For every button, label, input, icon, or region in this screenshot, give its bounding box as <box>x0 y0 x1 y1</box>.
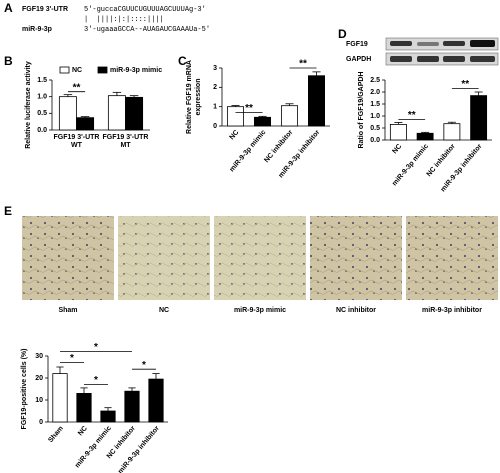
bar <box>148 378 164 423</box>
significance-label: * <box>70 353 74 364</box>
blot-strip <box>385 37 499 51</box>
bar <box>443 123 461 141</box>
bar <box>100 410 116 423</box>
significance-label: ** <box>299 59 307 70</box>
bar <box>52 373 68 423</box>
micrograph <box>214 216 306 300</box>
y-tick-label: 1.5 <box>370 101 380 108</box>
legend-label: NC <box>72 67 82 74</box>
panel-label: D <box>338 27 347 41</box>
significance-label: ** <box>461 79 469 90</box>
x-tick-label: WT <box>71 142 83 149</box>
y-tick-label: 0.5 <box>370 125 380 132</box>
y-tick-label: 3 <box>213 65 217 72</box>
y-tick-label: 20 <box>35 375 43 382</box>
y-tick-label: 0 <box>39 419 43 426</box>
y-tick-label: 2 <box>213 84 217 91</box>
y-tick-label: 0.0 <box>37 127 47 134</box>
x-tick-label: NC <box>229 129 241 141</box>
bar <box>76 117 95 131</box>
legend-swatch <box>59 66 70 74</box>
panel-label: C <box>178 54 187 68</box>
legend-label: miR-9-3p mimic <box>110 67 162 74</box>
x-tick-label: FGF19 3'-UTR <box>53 134 99 141</box>
y-tick-label: 1.0 <box>37 94 47 101</box>
bar <box>107 95 126 131</box>
blot-label: FGF19 <box>346 41 368 48</box>
bar <box>307 75 325 127</box>
bar <box>125 96 144 131</box>
image-label: NC <box>159 307 169 314</box>
y-tick-label: 1.0 <box>370 113 380 120</box>
blot-label: GAPDH <box>346 56 371 63</box>
bar <box>253 116 271 127</box>
significance-label: ** <box>408 110 416 121</box>
panel-label: A <box>4 1 13 15</box>
y-tick-label: 10 <box>35 397 43 404</box>
image-label: NC inhibitor <box>336 307 376 314</box>
bar <box>416 132 434 141</box>
y-tick-label: 0.5 <box>37 110 47 117</box>
panel-label: B <box>4 54 13 68</box>
bar <box>280 105 298 127</box>
bar <box>58 96 77 131</box>
bar <box>389 124 407 141</box>
x-tick-label: FGF19 3'-UTR <box>102 134 148 141</box>
target-name: FGF19 3'-UTR <box>22 6 68 13</box>
x-tick-label: miR-9-3p inhibitor <box>117 425 161 473</box>
y-axis-label: expression <box>195 79 202 116</box>
y-tick-label: 1 <box>213 104 217 111</box>
significance-label: ** <box>245 103 253 114</box>
y-tick-label: 0.0 <box>370 137 380 144</box>
y-axis-label: Relative luciferase activity <box>25 61 32 149</box>
bar <box>226 106 244 127</box>
x-tick-label: NC <box>77 425 89 437</box>
image-label: miR-9-3p inhibitor <box>422 307 482 314</box>
x-tick-label: Sham <box>47 425 65 444</box>
significance-label: * <box>94 375 98 386</box>
pairing: | ||||:|:|::::|||| <box>84 16 164 24</box>
y-axis-label: Ratio of FGF19/GAPDH <box>358 71 365 148</box>
y-tick-label: 0 <box>213 123 217 130</box>
y-axis-label: Relative FGF19 mRNA <box>186 60 193 134</box>
y-tick-label: 2.5 <box>370 77 380 84</box>
image-label: miR-9-3p mimic <box>234 307 286 314</box>
significance-label: * <box>142 360 146 371</box>
image-label: Sham <box>58 307 77 314</box>
x-tick-label: NC <box>391 143 403 155</box>
mirna-name: miR-9-3p <box>22 26 52 33</box>
y-tick-label: 1.5 <box>37 77 47 84</box>
target-seq: 5'-guccaCGUUCUGUUUAGCUUUAg-3' <box>84 6 206 14</box>
significance-label: * <box>94 342 98 353</box>
micrograph <box>118 216 210 300</box>
y-axis-label: FGF19-positive cells (%) <box>21 349 28 430</box>
blot-bands <box>390 40 495 62</box>
panel-label: E <box>4 204 12 218</box>
legend-swatch <box>97 66 108 74</box>
bar <box>124 390 140 423</box>
blot-strip <box>385 52 499 66</box>
mirna-seq: 3'-ugaaaGCCA--AUAGAUCGAAAUa-5' <box>84 26 210 34</box>
bar <box>470 95 488 141</box>
bar <box>76 392 92 423</box>
micrograph <box>22 216 114 300</box>
micrograph <box>310 216 402 300</box>
significance-label: ** <box>73 82 81 93</box>
micrograph <box>406 216 498 300</box>
y-tick-label: 2.0 <box>370 89 380 96</box>
x-tick-label: MT <box>120 142 131 149</box>
y-tick-label: 30 <box>35 353 43 360</box>
